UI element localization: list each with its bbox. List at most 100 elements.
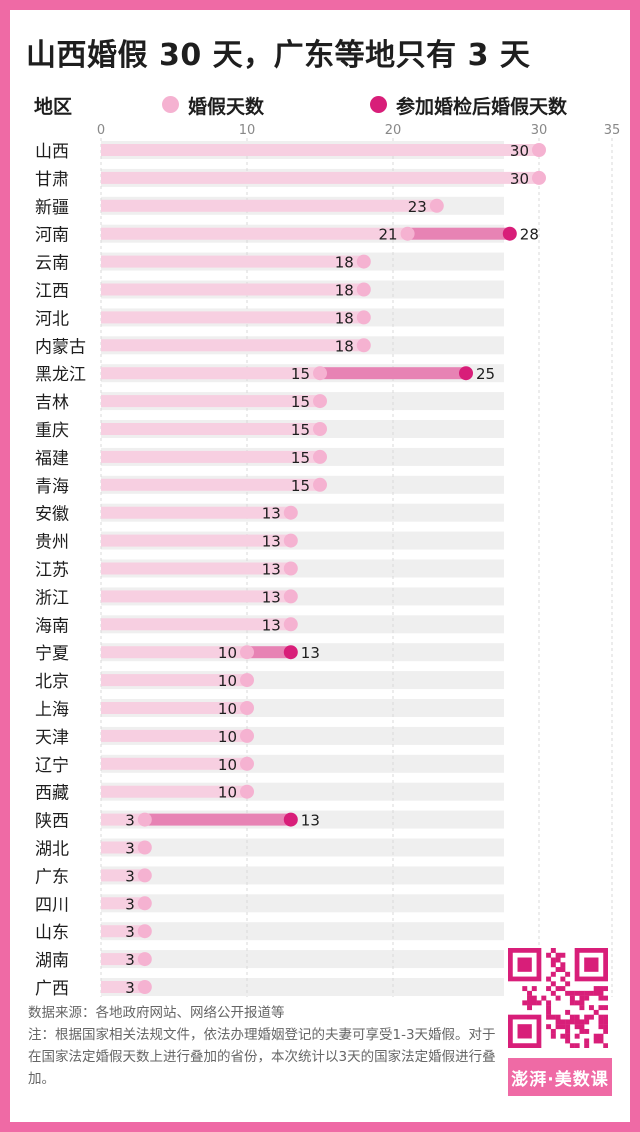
base-bar (101, 283, 364, 296)
footer-notes: 数据来源：各地政府网站、网络公开报道等 注：根据国家相关法规文件，依法办理婚姻登… (28, 1002, 498, 1090)
base-dot (137, 840, 152, 855)
category-label: 湖北 (35, 840, 69, 860)
region-column-header: 地区 (34, 96, 73, 118)
base-value-label: 18 (335, 309, 354, 327)
category-label: 北京 (35, 672, 69, 692)
qr-code[interactable] (508, 948, 609, 1049)
base-dot (356, 254, 371, 269)
base-value-label: 3 (125, 840, 135, 858)
base-bar (101, 339, 364, 352)
base-bar (101, 534, 291, 547)
base-value-label: 21 (379, 226, 398, 244)
category-label: 新疆 (35, 198, 69, 218)
x-tick-label: 35 (604, 123, 621, 138)
category-label: 内蒙古 (35, 337, 86, 357)
base-bar (101, 981, 145, 993)
row-band (101, 866, 504, 885)
row-band (101, 838, 504, 857)
footnote: 注：根据国家相关法规文件，依法办理婚姻登记的夫妻可享受1-3天婚假。对于在国家法… (28, 1027, 496, 1087)
base-dot (283, 589, 298, 604)
base-value-label: 23 (408, 198, 427, 216)
extra-dot (459, 366, 473, 381)
category-label: 浙江 (35, 588, 69, 608)
base-bar (101, 897, 145, 910)
base-dot (283, 533, 298, 548)
category-label: 四川 (35, 895, 69, 915)
extra-value-label: 13 (301, 644, 320, 662)
base-dot (137, 924, 152, 939)
base-value-label: 18 (335, 337, 354, 355)
base-value-label: 30 (510, 142, 529, 160)
base-bar (101, 450, 320, 463)
base-dot (283, 561, 298, 576)
base-dot (240, 673, 254, 688)
base-bar (101, 590, 291, 603)
row-band (101, 950, 504, 969)
base-bar (101, 311, 364, 324)
base-bar (101, 367, 320, 380)
base-bar (101, 813, 145, 826)
base-value-label: 13 (262, 561, 281, 579)
row-band (101, 894, 504, 913)
category-label: 青海 (35, 477, 69, 497)
legend-base-dot-icon (162, 96, 179, 113)
base-value-label: 15 (291, 421, 310, 439)
base-value-label: 3 (125, 867, 135, 885)
base-bar (101, 395, 320, 408)
base-bar (101, 953, 145, 966)
base-value-label: 3 (125, 923, 135, 941)
base-value-label: 10 (218, 644, 237, 662)
base-dot (313, 449, 327, 464)
base-value-label: 10 (218, 756, 237, 774)
base-value-label: 13 (262, 616, 281, 634)
extra-range-bar (144, 813, 291, 826)
base-dot (356, 338, 371, 353)
base-dot (137, 868, 152, 883)
base-dot (313, 366, 327, 381)
base-dot (283, 505, 298, 520)
extra-range-bar (247, 646, 291, 659)
base-bar (101, 729, 247, 742)
base-bar (101, 785, 247, 798)
base-value-label: 15 (291, 477, 310, 495)
base-bar (101, 869, 145, 882)
base-bar (101, 646, 247, 659)
category-label: 重庆 (35, 421, 69, 441)
base-dot (137, 812, 152, 827)
category-label: 云南 (35, 254, 69, 274)
chart-legend: 婚假天数 参加婚检后婚假天数 (0, 92, 640, 118)
category-label: 甘肃 (35, 170, 69, 190)
x-tick-label: 10 (239, 123, 256, 138)
category-label: 福建 (35, 449, 69, 469)
base-bar (101, 925, 145, 938)
extra-value-label: 28 (520, 226, 539, 244)
category-label: 广东 (35, 867, 69, 887)
row-band (101, 978, 504, 996)
category-label: 吉林 (35, 393, 69, 413)
base-value-label: 3 (125, 951, 135, 969)
extra-value-label: 13 (301, 812, 320, 830)
base-value-label: 15 (291, 393, 310, 411)
category-label: 山西 (35, 142, 69, 162)
base-bar (101, 757, 247, 770)
base-dot (532, 170, 546, 185)
base-bar (101, 562, 291, 575)
page-title: 山西婚假 30 天，广东等地只有 3 天 (26, 38, 531, 73)
category-label: 山东 (35, 923, 69, 943)
base-bar (101, 171, 539, 184)
data-source: 数据来源：各地政府网站、网络公开报道等 (28, 1005, 285, 1021)
base-dot (137, 952, 152, 967)
x-tick-label: 0 (97, 123, 105, 138)
x-tick-label: 20 (385, 123, 402, 138)
category-label: 安徽 (35, 505, 69, 525)
base-bar (101, 841, 145, 854)
base-value-label: 3 (125, 812, 135, 830)
dumbbell-chart: 0 10 20 30 35 山西 30 甘肃 30 新疆 23 河南 21 28 云南 18 江西 18 河北 18 内… (35, 123, 621, 999)
base-dot (313, 477, 327, 492)
base-dot (356, 310, 371, 325)
base-bar (101, 255, 364, 268)
base-value-label: 10 (218, 784, 237, 802)
base-bar (101, 144, 539, 156)
base-bar (101, 702, 247, 714)
category-label: 江苏 (35, 561, 69, 581)
